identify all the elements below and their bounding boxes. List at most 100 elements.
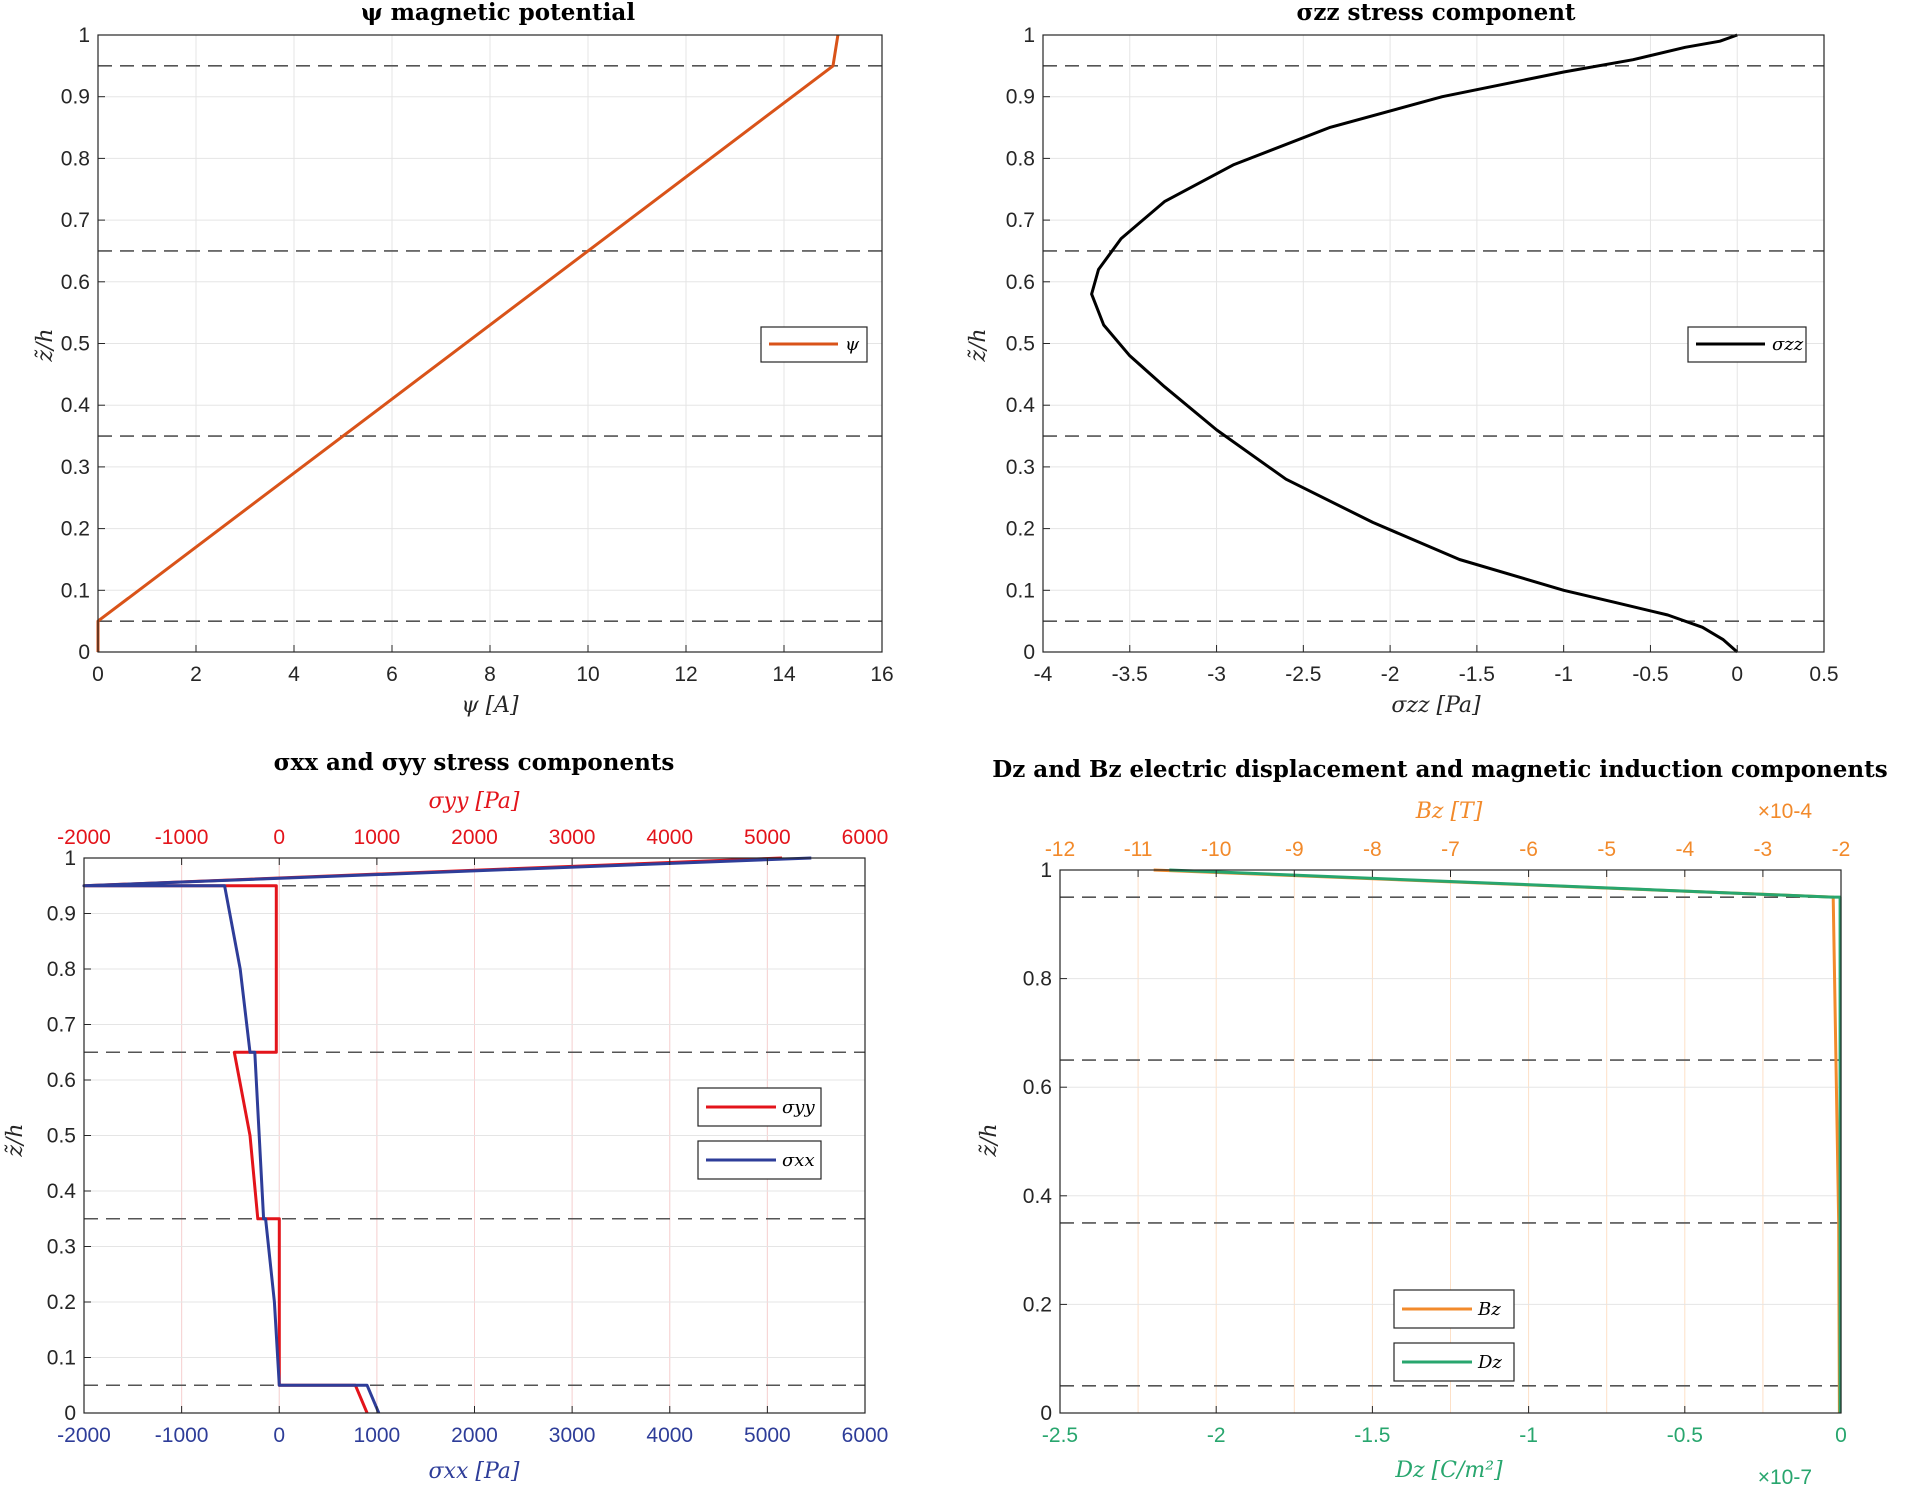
y-tick-label: 0.6 — [1006, 271, 1035, 294]
y-tick-label: 0.2 — [47, 1291, 76, 1314]
y-tick-label: 0.8 — [1006, 147, 1035, 170]
x-tick-label: 0 — [1835, 1424, 1847, 1447]
y-tick-label: 0.2 — [1023, 1293, 1052, 1316]
x-tick-label: -2 — [1381, 663, 1400, 686]
panel-dz-bz: Dz and Bz electric displacement and magn… — [977, 756, 1888, 1486]
legend-label-szz: σzz — [1772, 334, 1804, 355]
y-tick-label: 0.5 — [61, 333, 90, 356]
x2-tick-label: -9 — [1285, 838, 1304, 861]
y-tick-label: 0.4 — [1006, 394, 1036, 417]
title-sxx-syy: σxx and σyy stress components — [274, 749, 675, 776]
y-tick-label: 0.4 — [1023, 1185, 1053, 1208]
x-tick-label: -1000 — [155, 1424, 209, 1447]
y-tick-label: 0.7 — [1006, 209, 1035, 232]
y-tick-label: 0.3 — [47, 1236, 76, 1259]
x-tick-label: -2000 — [57, 1424, 111, 1447]
y-tick-label: 0.6 — [61, 271, 90, 294]
x-tick-label: -4 — [1034, 663, 1053, 686]
y-tick-label: 0.1 — [1006, 579, 1035, 602]
x-tick-label: -3 — [1207, 663, 1226, 686]
series-lines — [82, 856, 812, 1414]
series-line-σxx — [82, 856, 812, 1414]
tick-labels: -4 -3.5 -3 -2.5 -2 -1.5 -1 -0.5 0 0.5 0 0.1 0.2 0.3 0.… — [1006, 24, 1839, 686]
x2-tick-label: -7 — [1441, 838, 1460, 861]
y-tick-label: 0.8 — [61, 147, 90, 170]
x-tick-label: 4 — [288, 663, 300, 686]
tick-labels: 0 2 4 6 8 10 12 14 16 0 0.1 0.2 0.3 0.4 0.5 0.6 0.7 0.8 0.… — [61, 24, 894, 686]
y-tick-label: 0.6 — [1023, 1076, 1052, 1099]
legend: σyy σxx — [697, 1087, 822, 1180]
y-tick-label: 0.9 — [47, 903, 76, 926]
x-tick-label: 0 — [1731, 663, 1743, 686]
x2-tick-label: -4 — [1675, 838, 1694, 861]
xlabel-sxx: σxx [Pa] — [429, 1459, 520, 1484]
y-tick-label: 0.4 — [61, 394, 91, 417]
x-tick-label: 0.5 — [1809, 663, 1838, 686]
x2-tick-label: 6000 — [842, 826, 889, 849]
tick-labels: -2.5 -2 -1.5 -1 -0.5 0 -12 -11 -10 -9 -8 -7 -6 -5 -4 -3… — [1023, 838, 1851, 1447]
y-tick-label: 0 — [1040, 1402, 1052, 1425]
x-tick-label: -1 — [1519, 1424, 1538, 1447]
y-tick-label: 0.8 — [1023, 968, 1052, 991]
y-tick-label: 0.5 — [47, 1125, 76, 1148]
series-line-σzz — [1090, 33, 1739, 654]
y-tick-label: 1 — [64, 847, 76, 870]
layer-boundaries — [1060, 896, 1841, 1387]
grid — [83, 857, 866, 1414]
x-tick-label: -1 — [1554, 663, 1573, 686]
x2-tick-label: -12 — [1045, 838, 1075, 861]
y-tick-label: 0.1 — [47, 1347, 76, 1370]
x-tick-label: 8 — [484, 663, 496, 686]
x-tick-label: 5000 — [744, 1424, 791, 1447]
legend-label-bz: Bz — [1477, 1299, 1501, 1320]
legend: ψ — [760, 326, 868, 363]
x-tick-label: -1.5 — [1354, 1424, 1390, 1447]
x2-tick-label: 0 — [273, 826, 285, 849]
y-tick-label: 0 — [1023, 641, 1035, 664]
x-exponent: ×10-7 — [1758, 1466, 1812, 1486]
title-psi: ψ magnetic potential — [361, 0, 635, 26]
ylabel-sxx: z̃/h — [3, 1123, 28, 1157]
x2-tick-label: -2 — [1832, 838, 1851, 861]
legend: σzz — [1687, 326, 1807, 363]
x-tick-label: 0 — [273, 1424, 285, 1447]
x-tick-label: 6000 — [842, 1424, 889, 1447]
x-tick-label: -2.5 — [1042, 1424, 1078, 1447]
grid — [1059, 869, 1842, 1414]
axes-box — [97, 34, 883, 653]
panel-szz: σzz stress component σzz [Pa] z̃/h -4 -3.… — [966, 0, 1839, 718]
title-szz: σzz stress component — [1296, 0, 1575, 26]
y-tick-label: 1 — [1040, 859, 1052, 882]
x-tick-label: 6 — [386, 663, 398, 686]
x-tick-label: 12 — [674, 663, 697, 686]
panel-psi: ψ magnetic potential ψ [A] z̃/h 0 2 4 6 8 10 1… — [33, 0, 894, 718]
x2-tick-label: -6 — [1519, 838, 1538, 861]
ylabel-psi: z̃/h — [33, 328, 58, 362]
x2-tick-label: -1000 — [155, 826, 209, 849]
y-tick-label: 0 — [64, 1402, 76, 1425]
y-tick-label: 0.9 — [61, 86, 90, 109]
xlabel-psi: ψ [A] — [461, 693, 519, 718]
x2-tick-label: -8 — [1363, 838, 1382, 861]
xlabel-dz: Dz [C/m²] — [1394, 1458, 1503, 1483]
y-tick-label: 0 — [78, 641, 90, 664]
x2-tick-label: -11 — [1124, 838, 1153, 861]
title-dz-bz: Dz and Bz electric displacement and magn… — [992, 756, 1887, 783]
x-tick-label: -0.5 — [1632, 663, 1668, 686]
x-tick-label: 3000 — [549, 1424, 596, 1447]
layer-boundaries — [1043, 65, 1824, 622]
axes-box — [1042, 34, 1825, 653]
x2-tick-label: -10 — [1201, 838, 1231, 861]
grid — [97, 34, 883, 653]
ylabel-szz: z̃/h — [966, 328, 991, 362]
series-line-Bz — [1153, 868, 1841, 1414]
ylabel-dz-bz: z̃/h — [977, 1123, 1002, 1157]
x-tick-label: 0 — [92, 663, 104, 686]
x2-tick-label: 2000 — [451, 826, 498, 849]
x-tick-label: 16 — [870, 663, 893, 686]
x-tick-label: 1000 — [354, 1424, 401, 1447]
x2-tick-label: 3000 — [549, 826, 596, 849]
x2-tick-label: -2000 — [57, 826, 111, 849]
x-tick-label: 14 — [772, 663, 796, 686]
